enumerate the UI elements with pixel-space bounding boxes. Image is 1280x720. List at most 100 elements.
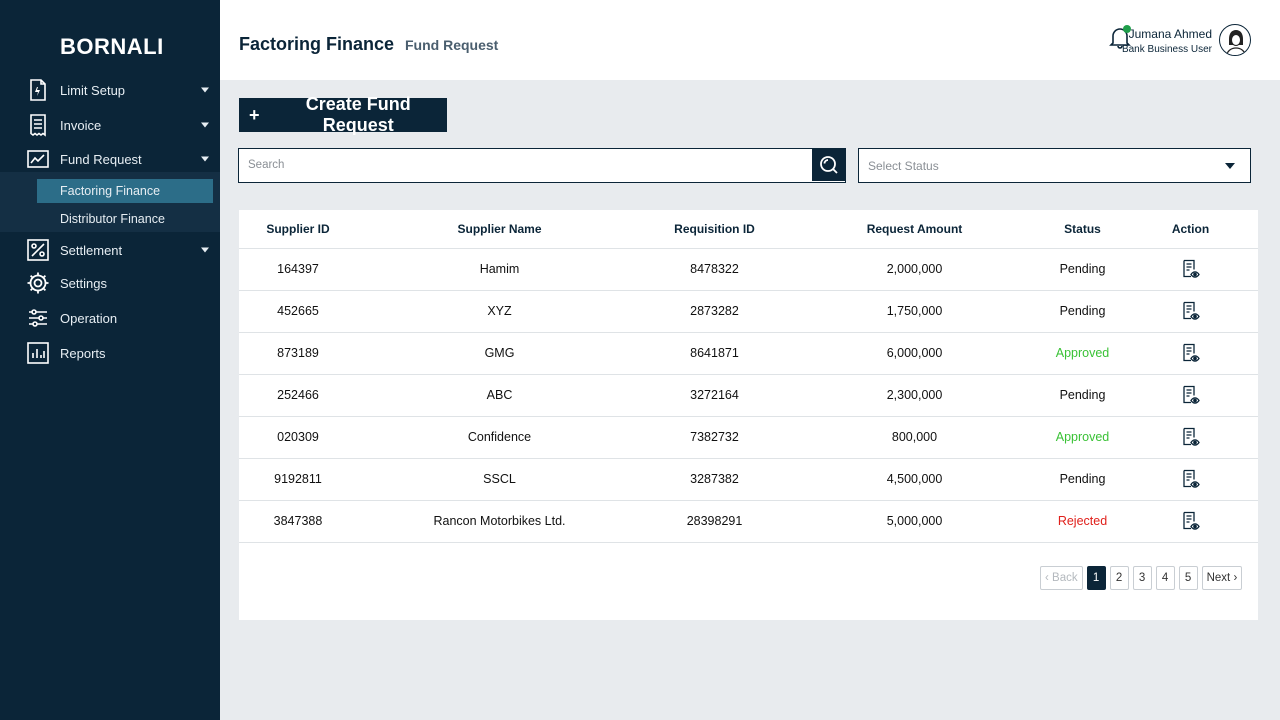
pagination-back-button[interactable]: ‹ Back [1040,566,1083,590]
action-cell [1123,290,1258,333]
action-cell [1123,332,1258,375]
view-document-icon[interactable] [1181,343,1201,363]
sidebar-item-label: Settlement [60,242,123,258]
create-button-label: Create Fund Request [305,94,411,135]
sidebar-item-settlement[interactable]: Settlement [0,233,220,267]
status-select-value: Select Status [868,159,939,173]
sidebar-item-label: Limit Setup [60,82,126,98]
search-icon [819,156,838,174]
page-button[interactable]: 1 [1086,566,1106,590]
action-cell [1123,500,1258,543]
sidebar-item-label: Operation [60,310,118,326]
status-cell: Approved [1042,416,1123,459]
column-header: Supplier ID [239,210,357,249]
table-row: 164397 Hamim 8478322 2,000,000 Pending [239,248,1258,291]
submenu-item-distributor-finance[interactable]: Distributor Finance [60,212,165,226]
requisition-id-cell: 3272164 [642,374,787,417]
sidebar-item-invoice[interactable]: Invoice [0,108,220,142]
user-name: Jumana Ahmed [1128,27,1212,41]
user-avatar-icon [1225,30,1247,55]
table-row: 020309 Confidence 7382732 800,000 Approved [239,416,1258,459]
table-row: 452665 XYZ 2873282 1,750,000 Pending [239,290,1258,333]
table-header-row: Supplier ID Supplier Name Requisition ID… [239,210,1258,249]
supplier-name-cell: Hamim [357,248,642,291]
pagination-next-button[interactable]: Next › [1201,566,1243,590]
action-cell [1123,374,1258,417]
status-cell: Pending [1042,458,1123,501]
column-header: Requisition ID [642,210,787,249]
page-button[interactable]: 2 [1109,566,1129,590]
supplier-name-cell: GMG [357,332,642,375]
chart-trend-icon [27,150,49,168]
notification-dot [1123,25,1131,33]
percent-chart-icon [27,239,49,261]
chevron-left-icon: ‹ [1045,572,1053,584]
submenu-item-factoring-finance[interactable]: Factoring Finance [37,179,213,203]
top-header: Factoring Finance Fund Request Jumana Ah… [220,0,1280,80]
fund-request-table: Supplier ID Supplier Name Requisition ID… [239,210,1258,543]
column-header: Supplier Name [357,210,642,249]
chevron-down-icon [201,87,209,93]
back-label: Back [1052,572,1078,584]
receipt-icon [30,114,46,137]
sidebar-item-operation[interactable]: Operation [0,301,220,335]
column-header: Action [1123,210,1258,249]
action-cell [1123,416,1258,459]
view-document-icon[interactable] [1181,259,1201,279]
brand-logo: BORNALI [60,34,164,59]
gear-icon [27,272,49,294]
chevron-down-icon [1225,163,1235,169]
plus-icon: + [249,104,260,125]
table-row: 873189 GMG 8641871 6,000,000 Approved [239,332,1258,375]
sliders-icon [29,309,47,327]
search-input[interactable] [239,149,813,181]
sidebar-item-limit-setup[interactable]: Limit Setup [0,73,220,107]
request-amount-cell: 4,500,000 [787,458,1042,501]
page-title: Factoring Finance [239,34,395,54]
status-select[interactable]: Select Status [858,148,1251,183]
requisition-id-cell: 2873282 [642,290,787,333]
breadcrumb[interactable]: Fund Request [405,37,499,53]
status-cell: Rejected [1042,500,1123,543]
sidebar-item-fund-request[interactable]: Fund Request [0,142,220,176]
chevron-right-icon: › [1230,572,1238,584]
avatar[interactable] [1219,24,1251,56]
page-button[interactable]: 3 [1132,566,1152,590]
supplier-id-cell: 873189 [239,332,357,375]
request-amount-cell: 2,300,000 [787,374,1042,417]
column-header: Request Amount [787,210,1042,249]
requisition-id-cell: 8478322 [642,248,787,291]
sidebar-item-reports[interactable]: Reports [0,336,220,370]
supplier-id-cell: 252466 [239,374,357,417]
supplier-name-cell: SSCL [357,458,642,501]
view-document-icon[interactable] [1181,511,1201,531]
next-label: Next [1206,572,1231,584]
view-document-icon[interactable] [1181,301,1201,321]
supplier-name-cell: Confidence [357,416,642,459]
column-header: Status [1042,210,1123,249]
supplier-id-cell: 9192811 [239,458,357,501]
create-fund-request-button[interactable]: + Create Fund Request [239,94,447,135]
view-document-icon[interactable] [1181,385,1201,405]
request-amount-cell: 6,000,000 [787,332,1042,375]
bar-chart-icon [27,342,49,364]
requisition-id-cell: 28398291 [642,500,787,543]
status-cell: Pending [1042,374,1123,417]
view-document-icon[interactable] [1181,469,1201,489]
request-amount-cell: 1,750,000 [787,290,1042,333]
fund-request-table-card: Supplier ID Supplier Name Requisition ID… [239,210,1258,620]
supplier-name-cell: ABC [357,374,642,417]
chevron-down-icon [201,122,209,128]
sidebar-item-settings[interactable]: Settings [0,266,220,300]
requisition-id-cell: 7382732 [642,416,787,459]
supplier-name-cell: XYZ [357,290,642,333]
search-button[interactable] [812,149,845,181]
page-button[interactable]: 5 [1178,566,1198,590]
sidebar-item-label: Invoice [60,117,102,133]
status-cell: Approved [1042,332,1123,375]
page-button[interactable]: 4 [1155,566,1175,590]
table-row: 9192811 SSCL 3287382 4,500,000 Pending [239,458,1258,501]
action-cell [1123,248,1258,291]
view-document-icon[interactable] [1181,427,1201,447]
user-role: Bank Business User [1121,44,1212,55]
